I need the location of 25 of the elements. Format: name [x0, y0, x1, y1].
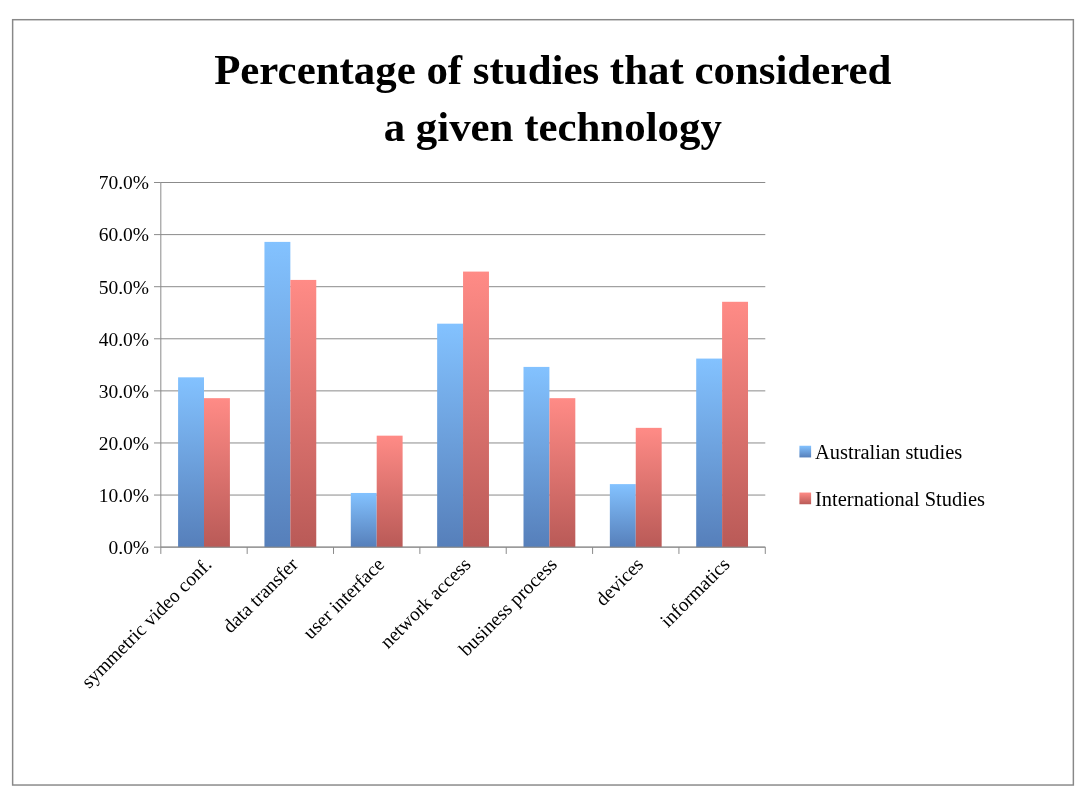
- y-tick-label: 60.0%: [98, 224, 150, 246]
- bar: [722, 301, 749, 548]
- bar: [696, 358, 723, 548]
- bar: [463, 271, 489, 548]
- bar: [635, 427, 662, 548]
- bar: [264, 241, 291, 548]
- bar: [350, 492, 377, 548]
- bar: [523, 366, 550, 548]
- y-tick-label: 20.0%: [98, 432, 150, 454]
- y-tick-label: 0.0%: [108, 536, 150, 558]
- y-tick-label: 50.0%: [98, 276, 150, 298]
- y-tick-label: 30.0%: [98, 380, 150, 402]
- chart-title: Percentage of studies that considered a given technology: [214, 46, 892, 150]
- bar: [376, 435, 403, 548]
- y-tick-label: 70.0%: [98, 172, 150, 194]
- y-tick-label: 10.0%: [98, 484, 150, 506]
- bar: [204, 398, 230, 548]
- bar: [290, 279, 317, 548]
- y-tick-label: 40.0%: [98, 328, 150, 350]
- bar: [609, 484, 636, 548]
- legend-label: International Studies: [815, 487, 986, 510]
- legend-label: Australian studies: [815, 440, 963, 463]
- bar: [549, 398, 576, 548]
- bar: [437, 323, 464, 548]
- bar: [178, 377, 204, 548]
